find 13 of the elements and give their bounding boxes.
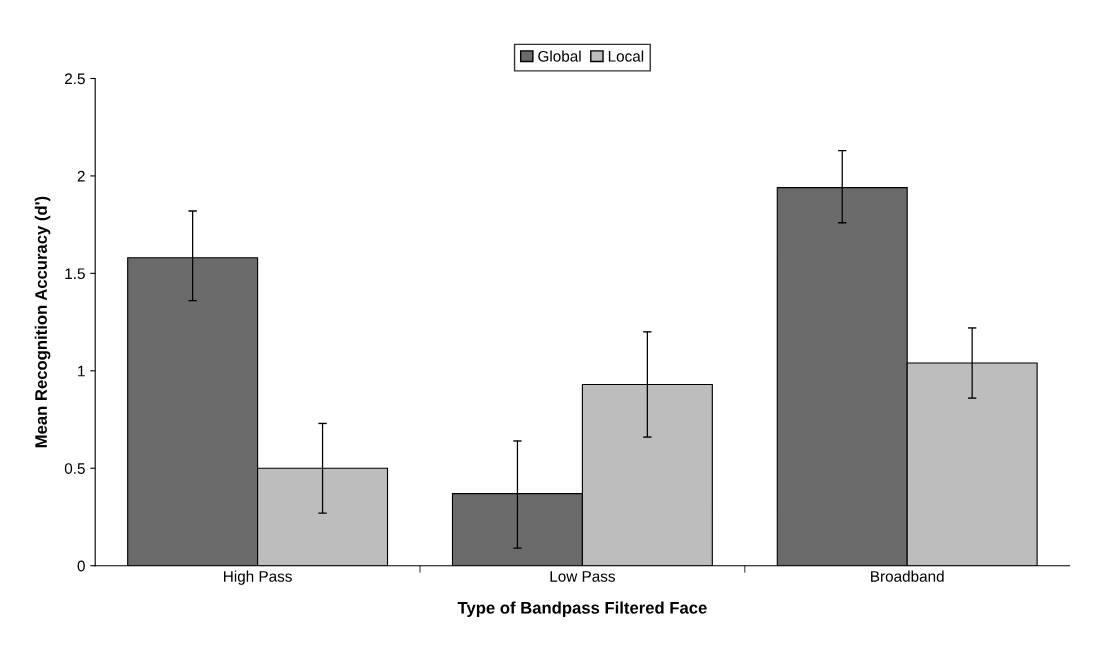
- y-tick-label: 0.5: [64, 463, 85, 474]
- legend-label: Local: [608, 50, 644, 62]
- x-tick-label: Low Pass: [550, 571, 615, 582]
- x-axis-title: Type of Bandpass Filtered Face: [457, 601, 707, 618]
- y-axis-title: Mean Recognition Accuracy (d'): [34, 196, 51, 448]
- y-tick-label: 2: [77, 170, 85, 182]
- legend-label: Global: [538, 50, 581, 62]
- y-tick-label: 2.5: [65, 73, 85, 85]
- x-tick-label: High Pass: [224, 570, 292, 585]
- y-tick-label: 1: [78, 365, 85, 377]
- y-tick-label: 0: [77, 560, 85, 572]
- x-tick-label: Broadband: [871, 570, 944, 582]
- y-tick-label: 1.5: [65, 268, 85, 280]
